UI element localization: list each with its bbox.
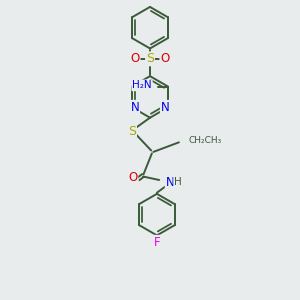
- Text: N: N: [161, 101, 170, 114]
- Text: O: O: [128, 171, 137, 184]
- Text: N: N: [130, 101, 139, 114]
- Text: O: O: [160, 52, 169, 65]
- Text: H: H: [174, 177, 182, 187]
- Text: O: O: [130, 52, 140, 65]
- Text: F: F: [154, 236, 160, 249]
- Text: H₂N: H₂N: [132, 80, 152, 90]
- Text: S: S: [146, 52, 154, 65]
- Text: S: S: [128, 125, 136, 138]
- Text: N: N: [166, 176, 174, 189]
- Text: CH₂CH₃: CH₂CH₃: [188, 136, 221, 145]
